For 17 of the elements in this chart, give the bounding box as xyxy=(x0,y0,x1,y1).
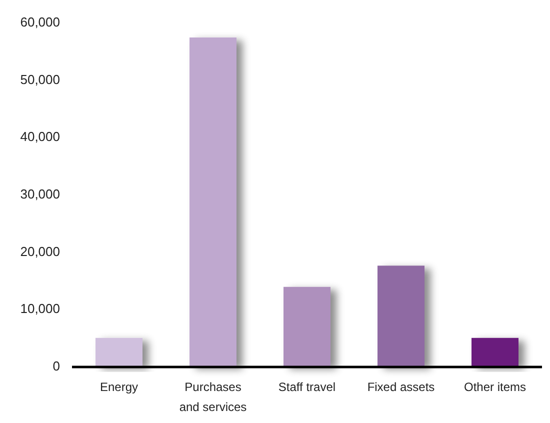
x-tick-label: Purchases and services xyxy=(179,380,247,414)
y-tick-label: 0 xyxy=(52,358,60,374)
x-tick-label: Fixed assets xyxy=(367,380,435,394)
y-tick-label: 40,000 xyxy=(20,129,60,144)
bar xyxy=(472,338,518,366)
y-tick-label: 30,000 xyxy=(20,186,60,202)
bar xyxy=(284,286,330,366)
x-tick-label: Energy xyxy=(100,380,138,394)
bar xyxy=(378,266,424,366)
y-tick-label: 50,000 xyxy=(20,72,60,87)
y-tick-label: 10,000 xyxy=(20,301,60,316)
y-tick-label: 20,000 xyxy=(20,244,60,259)
x-tick-label: Staff travel xyxy=(278,380,336,394)
bar xyxy=(190,37,236,366)
bar xyxy=(96,338,142,366)
y-tick-label: 60,000 xyxy=(20,14,60,30)
x-tick-label: Other items xyxy=(464,380,526,394)
